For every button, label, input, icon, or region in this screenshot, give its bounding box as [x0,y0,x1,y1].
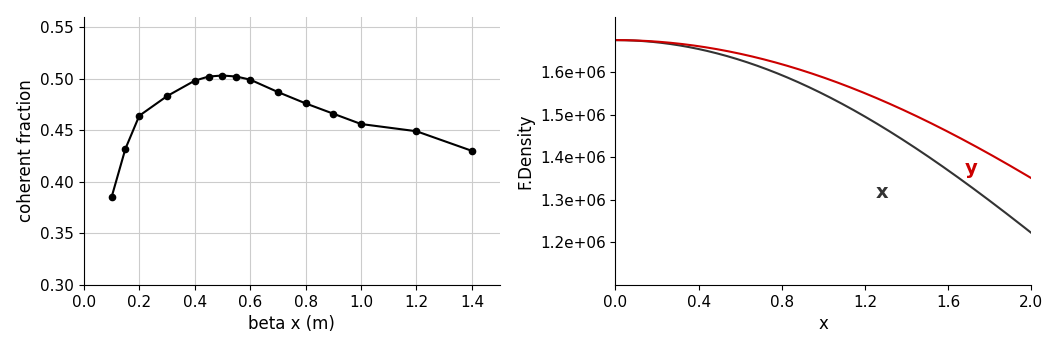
Y-axis label: coherent fraction: coherent fraction [17,79,35,222]
Text: y: y [965,159,977,178]
X-axis label: beta x (m): beta x (m) [248,315,335,333]
Text: x: x [876,183,888,202]
Y-axis label: F.Density: F.Density [516,113,534,189]
X-axis label: x: x [818,315,828,333]
